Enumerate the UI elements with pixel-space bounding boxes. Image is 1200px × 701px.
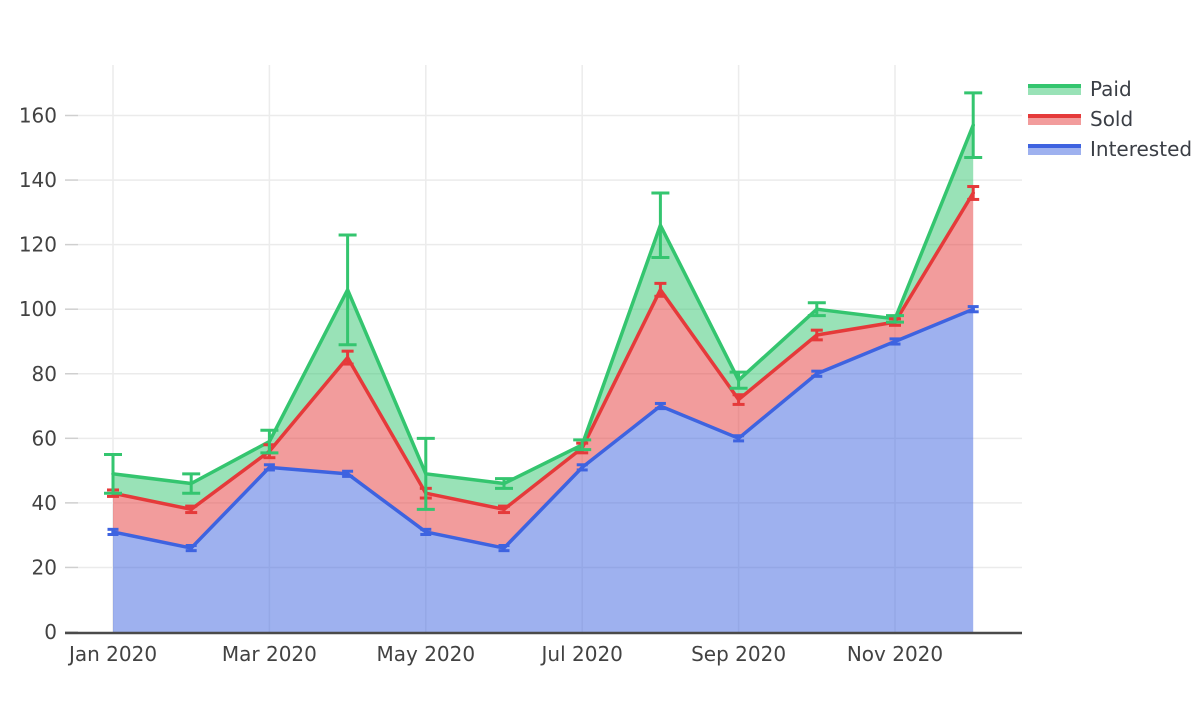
x-tick-label: Jul 2020 <box>540 642 623 666</box>
y-tick-label: 20 <box>32 555 57 579</box>
legend-item-paid[interactable]: Paid <box>1028 74 1192 104</box>
y-tick-label: 80 <box>32 362 57 386</box>
line-paid <box>111 123 975 486</box>
legend-item-interested[interactable]: Interested <box>1028 134 1192 164</box>
x-tick-label: Nov 2020 <box>847 642 943 666</box>
legend-swatch-interested-icon <box>1028 143 1081 155</box>
x-tick-label: Jan 2020 <box>67 642 157 666</box>
area-sold <box>113 192 974 549</box>
line-sold <box>111 191 975 512</box>
legend-swatch-sold-icon <box>1028 113 1081 125</box>
x-tick-label: May 2020 <box>376 642 475 666</box>
legend: Paid Sold Interested <box>1028 74 1192 164</box>
y-tick-label: 0 <box>44 620 57 644</box>
y-tick-label: 60 <box>32 426 57 450</box>
legend-label-sold: Sold <box>1090 107 1134 131</box>
area-interested <box>113 309 974 632</box>
y-tick-label: 120 <box>19 233 57 257</box>
x-tick-label: Sep 2020 <box>691 642 786 666</box>
line-interested <box>111 307 975 550</box>
y-tick-label: 140 <box>19 168 57 192</box>
legend-label-interested: Interested <box>1090 137 1193 161</box>
x-tick-label: Mar 2020 <box>222 642 317 666</box>
legend-swatch-paid-icon <box>1028 83 1081 95</box>
y-tick-label: 160 <box>19 104 57 128</box>
y-tick-label: 40 <box>32 491 57 515</box>
legend-item-sold[interactable]: Sold <box>1028 104 1192 134</box>
legend-label-paid: Paid <box>1090 77 1132 101</box>
y-tick-label: 100 <box>19 297 57 321</box>
